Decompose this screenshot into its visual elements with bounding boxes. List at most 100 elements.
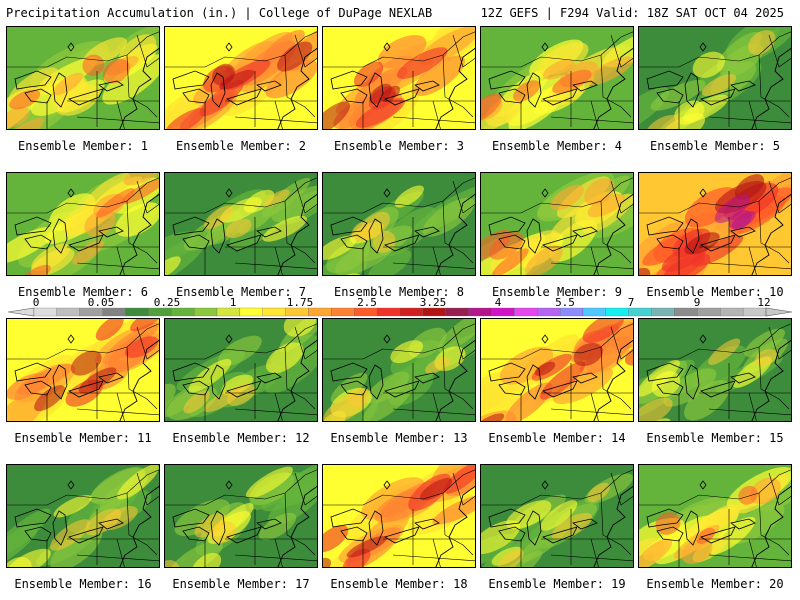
ensemble-member-label: Ensemble Member: 15 bbox=[646, 431, 784, 445]
precip-contour bbox=[323, 235, 357, 260]
lake-outline bbox=[498, 88, 526, 104]
precip-contour bbox=[342, 548, 371, 567]
colorbar-swatch bbox=[399, 307, 424, 317]
colorbar-tick-label: 0.25 bbox=[154, 296, 181, 309]
colorbar-swatch bbox=[33, 307, 58, 317]
precip-contour bbox=[684, 379, 730, 421]
boundary-line bbox=[76, 262, 159, 270]
precip-contour bbox=[734, 174, 765, 200]
ensemble-member-label: Ensemble Member: 17 bbox=[172, 577, 310, 591]
precip-contour bbox=[17, 363, 73, 395]
ensemble-member-label: Ensemble Member: 5 bbox=[649, 139, 781, 153]
colorbar-swatch bbox=[171, 307, 195, 317]
boundary-line bbox=[758, 492, 790, 556]
boundary-line bbox=[600, 54, 632, 118]
lake-outline bbox=[646, 216, 684, 236]
lake-outline bbox=[384, 234, 420, 252]
station-marker-icon bbox=[541, 334, 549, 344]
precip-contour bbox=[265, 59, 317, 99]
lake-outline bbox=[656, 88, 684, 104]
coastline bbox=[435, 193, 475, 275]
precip-map-svg bbox=[165, 27, 317, 129]
precip-contour bbox=[505, 382, 553, 421]
boundary-line bbox=[590, 392, 599, 421]
colorbar-swatch bbox=[331, 307, 355, 317]
precip-map-svg bbox=[7, 319, 159, 421]
boundary-line bbox=[708, 408, 791, 416]
colorbar-swatch bbox=[239, 307, 263, 317]
ensemble-member-label: Ensemble Member: 9 bbox=[491, 285, 623, 299]
precip-contour bbox=[587, 482, 610, 502]
precip-contour bbox=[323, 557, 332, 567]
precip-contour bbox=[362, 383, 413, 421]
station-marker-icon bbox=[383, 42, 391, 52]
precip-map-svg bbox=[7, 27, 159, 129]
boundary-line bbox=[758, 200, 790, 264]
precip-contour bbox=[662, 253, 711, 275]
boundary-line bbox=[481, 31, 633, 68]
boundary-line bbox=[639, 177, 791, 214]
precip-contour bbox=[7, 390, 47, 421]
lake-outline bbox=[210, 364, 226, 400]
boundary-line bbox=[600, 200, 632, 264]
precip-contour bbox=[95, 319, 124, 341]
precip-contour bbox=[7, 106, 30, 129]
lake-outline bbox=[656, 380, 684, 396]
precip-contour bbox=[542, 59, 575, 80]
precip-contour bbox=[264, 189, 290, 207]
boundary-line bbox=[452, 472, 475, 506]
precip-contour bbox=[265, 345, 317, 394]
colorbar-swatch bbox=[56, 307, 80, 317]
lake-outline bbox=[646, 70, 684, 90]
coastline bbox=[751, 47, 791, 129]
lake-outline bbox=[656, 526, 684, 542]
lake-outline bbox=[414, 226, 440, 238]
boundary-line bbox=[76, 408, 159, 416]
precip-contour bbox=[116, 465, 159, 500]
ensemble-member-label: Ensemble Member: 19 bbox=[488, 577, 626, 591]
lake-outline bbox=[68, 88, 104, 106]
lake-outline bbox=[330, 362, 368, 382]
precip-contour bbox=[7, 524, 39, 567]
coastline bbox=[277, 485, 317, 567]
station-marker-icon bbox=[225, 188, 233, 198]
colorbar-tick-label: 2.5 bbox=[357, 296, 377, 309]
precip-contour bbox=[204, 205, 234, 230]
ensemble-member-map bbox=[6, 318, 160, 422]
station-marker-icon bbox=[541, 480, 549, 490]
precip-contour bbox=[323, 525, 349, 553]
station-marker-icon bbox=[225, 42, 233, 52]
boundary-line bbox=[284, 346, 316, 410]
lake-outline bbox=[414, 80, 440, 92]
lake-outline bbox=[52, 218, 68, 254]
boundary-line bbox=[550, 262, 633, 270]
boundary-line bbox=[323, 31, 475, 68]
boundary-line bbox=[136, 34, 159, 68]
boundary-line bbox=[126, 346, 158, 410]
lake-outline bbox=[182, 380, 210, 396]
precip-contour bbox=[7, 226, 56, 264]
boundary-line bbox=[452, 180, 475, 214]
lake-outline bbox=[498, 526, 526, 542]
colorbar-tick-label: 5.5 bbox=[555, 296, 575, 309]
boundary-line bbox=[294, 34, 317, 68]
precip-contour bbox=[123, 173, 159, 186]
precip-contour bbox=[377, 35, 427, 69]
lake-outline bbox=[98, 518, 124, 530]
boundary-line bbox=[126, 54, 158, 118]
precip-contour bbox=[96, 188, 135, 218]
colorbar-swatch bbox=[445, 307, 469, 317]
ensemble-member-map bbox=[164, 26, 318, 130]
precip-map-svg bbox=[639, 27, 791, 129]
ensemble-member-map bbox=[480, 318, 634, 422]
colorbar-tick-label: 9 bbox=[694, 296, 701, 309]
precip-map-svg bbox=[639, 173, 791, 275]
colorbar-left-arrow bbox=[7, 307, 35, 317]
precip-map-svg bbox=[323, 27, 475, 129]
ensemble-member-map bbox=[638, 26, 792, 130]
colorbar-swatch bbox=[697, 307, 721, 317]
precip-contour bbox=[367, 249, 412, 275]
precip-contour bbox=[165, 383, 176, 414]
precip-contour bbox=[552, 69, 592, 94]
station-marker-icon bbox=[541, 42, 549, 52]
